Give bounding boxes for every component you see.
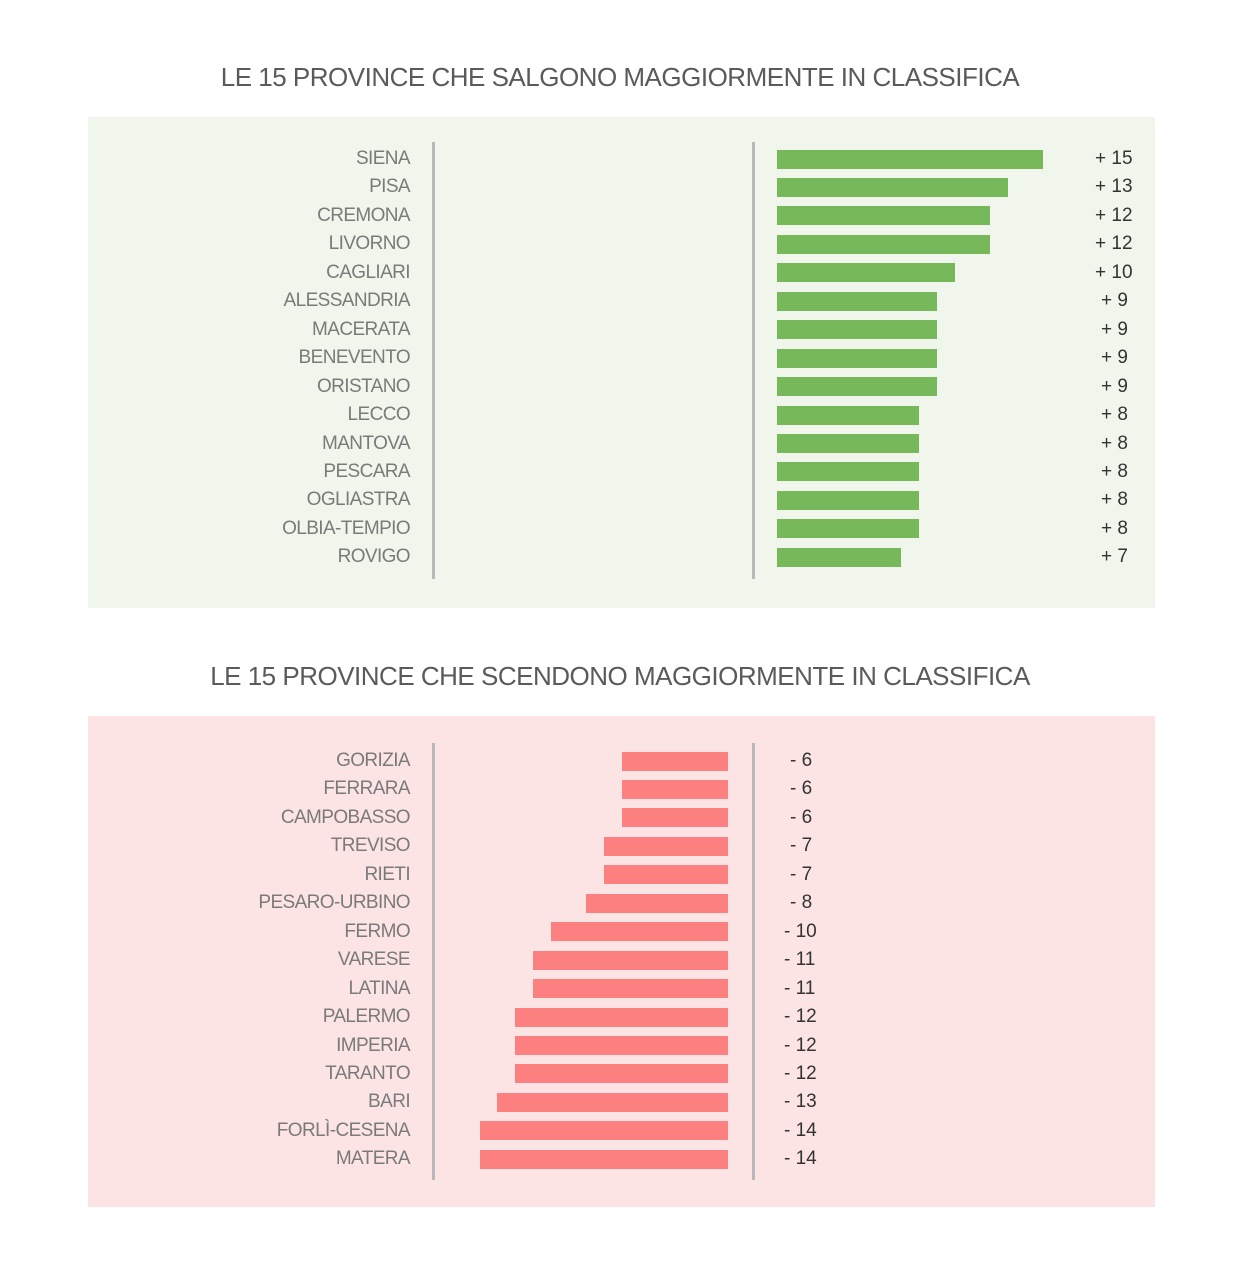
value-label: - 10: [784, 920, 817, 942]
category-label: PISA: [369, 176, 411, 198]
value-label: + 9: [1101, 290, 1128, 312]
bar: [497, 1092, 728, 1112]
bar: [777, 263, 955, 283]
value-label: - 12: [784, 1034, 817, 1056]
value-label: + 10: [1095, 261, 1133, 283]
bar: [777, 348, 937, 368]
bar: [550, 922, 728, 942]
value-label: - 12: [784, 1062, 817, 1084]
bar: [621, 808, 728, 828]
value-label: - 6: [790, 750, 813, 771]
category-label: ROVIGO: [337, 546, 411, 568]
value-label: + 12: [1095, 233, 1133, 255]
value-label: - 6: [790, 806, 813, 828]
value-label: + 8: [1101, 432, 1128, 454]
category-label: IMPERIA: [336, 1034, 411, 1056]
value-label: - 11: [784, 977, 816, 999]
category-label: BENEVENTO: [298, 347, 411, 369]
value-label: + 15: [1095, 148, 1133, 169]
category-label: MATERA: [335, 1148, 411, 1170]
category-label: LIVORNO: [328, 233, 411, 255]
bar: [515, 1007, 728, 1027]
value-label: - 13: [784, 1091, 817, 1113]
bar: [777, 519, 919, 539]
category-label: LECCO: [347, 404, 411, 426]
category-label: BARI: [368, 1091, 411, 1113]
bar: [777, 291, 937, 311]
value-label: + 9: [1101, 375, 1128, 397]
bar: [777, 149, 1044, 169]
value-label: - 12: [784, 1006, 817, 1028]
value-label: + 9: [1101, 347, 1128, 369]
bar: [603, 836, 728, 856]
category-label: FERMO: [344, 920, 410, 942]
value-label: + 7: [1101, 546, 1128, 568]
bar: [777, 234, 990, 254]
category-label: RIETI: [364, 863, 410, 885]
value-label: - 14: [784, 1119, 817, 1141]
value-label: - 14: [784, 1148, 817, 1170]
bar: [777, 177, 1008, 197]
category-label: SIENA: [355, 148, 411, 169]
value-label: - 8: [790, 892, 813, 914]
axis-line-left: [432, 142, 435, 579]
bar: [603, 865, 728, 885]
bar: [515, 1036, 728, 1055]
bar: [586, 893, 728, 913]
bar: [532, 979, 728, 999]
axis-line-right: [752, 142, 755, 579]
value-label: + 8: [1101, 489, 1128, 511]
value-label: + 8: [1101, 404, 1128, 426]
bar: [479, 1121, 728, 1141]
value-label: - 7: [790, 863, 813, 885]
value-label: + 12: [1095, 204, 1133, 226]
bar: [621, 779, 728, 799]
category-label: ALESSANDRIA: [283, 290, 411, 312]
category-label: VARESE: [337, 949, 411, 971]
bar: [515, 1064, 728, 1084]
category-label: FORLÌ-CESENA: [276, 1119, 411, 1141]
value-label: + 13: [1095, 176, 1133, 198]
bar: [532, 950, 728, 970]
bar: [777, 547, 902, 567]
category-label: CAMPOBASSO: [280, 806, 411, 828]
category-label: FERRARA: [323, 778, 410, 800]
category-label: GORIZIA: [336, 750, 411, 771]
chart-panel-down: GORIZIA - 6 FERRARA - 6 CAMPOBASSO - 6 TREVISO…: [88, 716, 1155, 1207]
bar: [777, 206, 990, 226]
category-label: MANTOVA: [322, 432, 411, 454]
value-label: - 11: [784, 949, 816, 971]
bar: [479, 1149, 728, 1169]
axis-line-left: [432, 743, 435, 1180]
bar: [621, 751, 728, 771]
chart-title-up: LE 15 PROVINCE CHE SALGONO MAGGIORMENTE …: [220, 62, 1020, 92]
bar: [777, 490, 919, 510]
category-label: TREVISO: [330, 835, 411, 857]
category-label: OGLIASTRA: [306, 489, 411, 511]
bar: [777, 462, 919, 482]
value-label: - 6: [790, 778, 813, 800]
category-label: ORISTANO: [316, 375, 411, 397]
bar: [777, 377, 937, 397]
value-label: + 8: [1101, 460, 1128, 482]
category-label: CREMONA: [317, 204, 411, 226]
value-label: - 7: [790, 835, 813, 857]
value-label: + 9: [1101, 318, 1128, 340]
value-label: + 8: [1101, 517, 1128, 539]
chart-panel-up: SIENA + 15 PISA + 13 CREMONA + 12 LIVORNO + 12 C…: [88, 117, 1155, 608]
axis-line-right: [752, 743, 755, 1180]
category-label: CAGLIARI: [326, 261, 411, 283]
bar: [777, 405, 919, 425]
category-label: MACERATA: [312, 318, 411, 340]
category-label: PESARO-URBINO: [258, 892, 410, 914]
category-label: PESCARA: [323, 460, 410, 482]
bar: [777, 434, 919, 453]
category-label: TARANTO: [325, 1062, 410, 1084]
category-label: OLBIA-TEMPIO: [282, 517, 411, 539]
category-label: LATINA: [348, 977, 410, 999]
category-label: PALERMO: [322, 1006, 411, 1028]
bar: [777, 320, 937, 340]
chart-title-down: LE 15 PROVINCE CHE SCENDONO MAGGIORMENTE…: [210, 661, 1030, 691]
